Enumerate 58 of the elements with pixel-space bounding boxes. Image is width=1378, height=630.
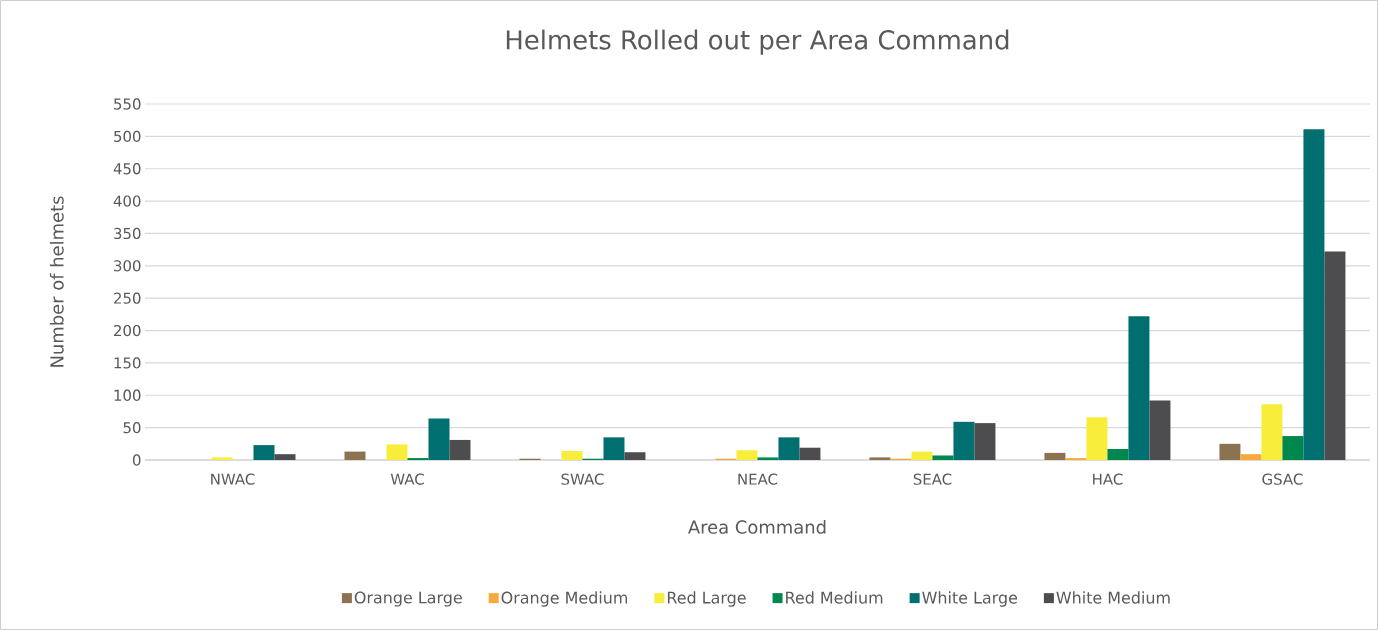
- bar: [1149, 400, 1171, 460]
- y-tick-label: 400: [113, 195, 141, 207]
- bar: [386, 444, 408, 460]
- x-tick-label: NEAC: [738, 473, 778, 485]
- bar: [869, 457, 891, 460]
- y-tick-label: 0: [132, 454, 141, 466]
- x-tick-label: GSAC: [1262, 473, 1303, 485]
- bar: [1282, 436, 1304, 460]
- bar: [1240, 454, 1262, 460]
- legend-label: White Large: [922, 591, 1018, 607]
- y-tick-label: 550: [114, 98, 141, 110]
- x-tick-label: NWAC: [211, 473, 255, 485]
- y-tick-label: 50: [123, 421, 141, 434]
- legend-label: Red Medium: [786, 591, 883, 604]
- bar: [736, 450, 758, 460]
- bar: [1128, 316, 1150, 460]
- bar: [911, 451, 933, 460]
- y-tick-label: 350: [114, 227, 141, 240]
- x-tick-label: HAC: [1093, 473, 1123, 485]
- bar: [1219, 443, 1241, 460]
- y-tick-label: 450: [113, 163, 141, 175]
- y-tick-label: 250: [114, 292, 141, 304]
- bar: [344, 451, 366, 460]
- bar: [778, 437, 800, 460]
- legend-label: Red Large: [667, 591, 746, 607]
- bar: [1107, 449, 1129, 460]
- y-tick-label: 150: [114, 357, 141, 369]
- x-tick-label: SWAC: [561, 473, 604, 485]
- bar: [211, 457, 233, 460]
- chart-title: Helmets Rolled out per Area Command: [506, 29, 1009, 55]
- bar: [799, 447, 821, 460]
- bar: [274, 454, 296, 460]
- bar: [624, 452, 646, 460]
- y-tick-label: 200: [114, 324, 141, 337]
- x-tick-label: WAC: [390, 473, 424, 485]
- bar: [1303, 129, 1325, 460]
- bar: [449, 439, 471, 460]
- bar: [757, 457, 779, 460]
- y-axis-title: Number of helmets: [49, 196, 64, 367]
- bar: [253, 445, 275, 460]
- bar: [1261, 404, 1283, 460]
- bar: [932, 455, 954, 460]
- bar: [1086, 417, 1108, 460]
- bar: [603, 437, 625, 460]
- y-tick-label: 300: [114, 260, 141, 272]
- bar: [974, 423, 996, 460]
- legend-label: Orange Medium: [501, 591, 628, 607]
- legend-label: White Medium: [1056, 591, 1170, 604]
- bar: [1324, 251, 1346, 460]
- bar: [953, 421, 975, 460]
- bar: [1044, 452, 1066, 460]
- legend-label: Orange Large: [354, 591, 462, 607]
- x-axis-title: Area Command: [688, 519, 826, 534]
- x-tick-label: SEAC: [913, 473, 952, 485]
- bar: [561, 450, 583, 460]
- y-tick-label: 500: [114, 130, 141, 143]
- y-tick-label: 100: [114, 389, 141, 401]
- bar: [428, 418, 450, 460]
